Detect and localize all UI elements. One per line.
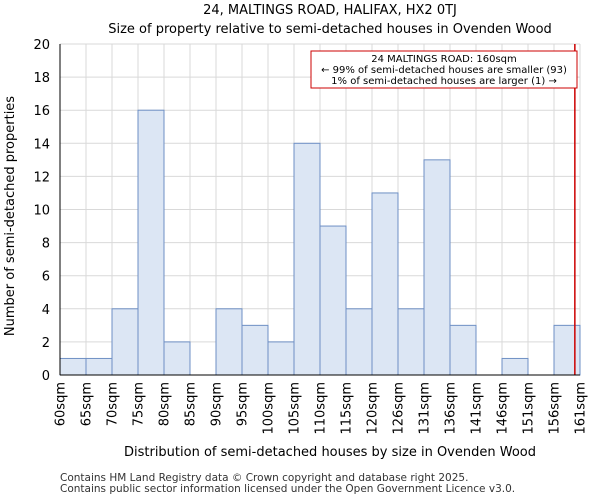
bar [137, 109, 165, 376]
y-axis-label: Number of semi-detached properties [3, 96, 18, 336]
bar [163, 341, 191, 376]
y-tick-label: 14 [33, 137, 50, 152]
y-tick-label: 2 [42, 336, 50, 351]
y-tick-labels: 0 2 4 6 8 10 12 14 16 18 20 [33, 38, 50, 384]
x-tick-label: 161sqm [574, 382, 589, 435]
y-tick-label: 8 [42, 237, 50, 252]
footer-licence: Contains public sector information licen… [60, 483, 516, 495]
bar [111, 308, 139, 376]
x-tick-label: 136sqm [444, 382, 459, 435]
x-tick-label: 105sqm [288, 382, 303, 435]
bar [267, 341, 295, 376]
x-tick-label: 110sqm [314, 382, 329, 435]
x-tick-label: 65sqm [80, 382, 95, 426]
x-tick-label: 131sqm [418, 382, 433, 435]
x-tick-label: 141sqm [470, 382, 485, 435]
x-tick-label: 126sqm [392, 382, 407, 435]
chart-title-line1: 24, MALTINGS ROAD, HALIFAX, HX2 0TJ [203, 3, 457, 18]
bar [345, 308, 373, 376]
bar [553, 324, 581, 376]
axes [59, 44, 580, 376]
annotation-box: 24 MALTINGS ROAD: 160sqm ← 99% of semi-d… [310, 50, 578, 89]
x-tick-label: 90sqm [210, 382, 225, 426]
x-tick-label: 60sqm [54, 382, 69, 426]
x-tick-label: 80sqm [158, 382, 173, 426]
x-tick-label: 115sqm [340, 382, 355, 435]
annotation-line1: 24 MALTINGS ROAD: 160sqm [371, 54, 517, 65]
bar [423, 159, 451, 376]
y-tick-label: 16 [33, 104, 50, 119]
bar [397, 308, 425, 376]
bar [293, 142, 321, 376]
bar [501, 357, 529, 376]
bar [449, 324, 477, 376]
x-tick-label: 70sqm [106, 382, 121, 426]
x-tick-label: 120sqm [366, 382, 381, 435]
bar [215, 308, 243, 376]
chart-title-line2: Size of property relative to semi-detach… [108, 22, 552, 37]
y-tick-label: 10 [33, 204, 50, 219]
x-tick-label: 95sqm [236, 382, 251, 426]
annotation-line2: ← 99% of semi-detached houses are smalle… [321, 65, 567, 76]
bar [85, 357, 113, 376]
x-tick-label: 146sqm [496, 382, 511, 435]
x-tick-label: 151sqm [522, 382, 537, 435]
bars [59, 109, 581, 376]
y-tick-label: 12 [33, 170, 50, 185]
bar [59, 357, 87, 376]
y-tick-label: 6 [42, 270, 50, 285]
bar [319, 225, 347, 376]
bar [371, 192, 399, 376]
annotation-line3: 1% of semi-detached houses are larger (1… [331, 76, 557, 87]
y-tick-label: 18 [33, 71, 50, 86]
x-tick-label: 75sqm [132, 382, 147, 426]
x-tick-label: 100sqm [262, 382, 277, 435]
x-axis-label: Distribution of semi-detached houses by … [124, 445, 536, 460]
x-tick-labels: 60sqm 65sqm 70sqm 75sqm 80sqm 85sqm 90sqm 95sqm… [54, 382, 589, 435]
x-tick-label: 85sqm [184, 382, 199, 426]
y-tick-label: 20 [33, 38, 50, 53]
footer-copyright: Contains HM Land Registry data © Crown c… [60, 472, 469, 484]
bar [241, 324, 269, 376]
x-tick-label: 156sqm [548, 382, 563, 435]
y-tick-label: 0 [42, 369, 50, 384]
y-tick-label: 4 [42, 303, 50, 318]
